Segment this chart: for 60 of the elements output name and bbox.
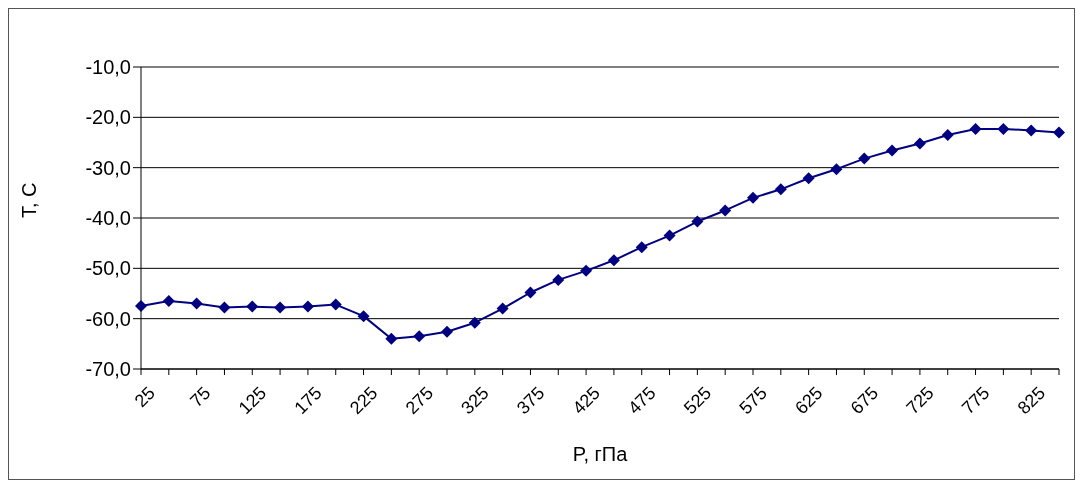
point bbox=[663, 229, 676, 242]
x-tick-label: 575 bbox=[735, 382, 771, 419]
point bbox=[218, 301, 231, 314]
point bbox=[774, 183, 787, 196]
point bbox=[1025, 124, 1038, 137]
x-tick-label: 775 bbox=[958, 382, 994, 419]
x-tick-label: 25 bbox=[130, 382, 159, 412]
x-tick-label: 125 bbox=[234, 382, 271, 419]
point bbox=[1053, 126, 1065, 139]
point bbox=[552, 273, 565, 286]
point bbox=[607, 254, 620, 267]
point bbox=[246, 300, 259, 313]
y-tick-label: -70,0 bbox=[85, 358, 131, 381]
point bbox=[941, 128, 954, 141]
point bbox=[301, 300, 314, 313]
point bbox=[858, 152, 871, 165]
x-tick-label: 325 bbox=[457, 382, 493, 419]
point bbox=[719, 204, 732, 217]
point bbox=[385, 332, 398, 345]
point bbox=[886, 144, 899, 157]
y-tick-label: -10,0 bbox=[85, 56, 131, 79]
y-tick-label: -30,0 bbox=[85, 156, 131, 179]
y-tick-label: -40,0 bbox=[85, 207, 131, 230]
point bbox=[802, 172, 815, 185]
x-tick-label: 475 bbox=[624, 382, 660, 419]
point bbox=[162, 295, 175, 308]
point bbox=[190, 297, 203, 310]
point bbox=[357, 310, 370, 323]
x-tick-label: 275 bbox=[401, 382, 438, 419]
point bbox=[524, 286, 537, 299]
y-tick-label: -50,0 bbox=[85, 257, 131, 280]
y-tick-label: -20,0 bbox=[85, 106, 131, 129]
point bbox=[135, 300, 147, 313]
point bbox=[329, 298, 342, 311]
point bbox=[496, 302, 509, 315]
point bbox=[691, 215, 704, 228]
point bbox=[580, 264, 593, 277]
y-tick-label: -60,0 bbox=[85, 307, 131, 330]
x-tick-label: 375 bbox=[512, 382, 549, 419]
x-tick-label: 825 bbox=[1013, 382, 1050, 419]
x-tick-label: 225 bbox=[346, 382, 382, 419]
point bbox=[274, 301, 287, 314]
point bbox=[830, 163, 843, 176]
point bbox=[997, 122, 1010, 135]
point bbox=[441, 325, 453, 338]
x-tick-label: 725 bbox=[902, 382, 938, 419]
x-tick-label: 175 bbox=[290, 382, 326, 419]
x-tick-label: 525 bbox=[679, 382, 716, 419]
x-tick-label: 75 bbox=[186, 382, 215, 412]
point bbox=[413, 330, 426, 343]
point bbox=[468, 316, 481, 329]
x-tick-label: 625 bbox=[791, 382, 827, 419]
y-axis-title: T, C bbox=[18, 182, 41, 218]
x-tick-label: 675 bbox=[846, 382, 883, 419]
point bbox=[635, 241, 648, 254]
point bbox=[969, 122, 982, 135]
x-axis-title: P, гПа bbox=[572, 443, 629, 465]
point bbox=[913, 137, 926, 150]
point bbox=[747, 191, 759, 204]
x-tick-label: 425 bbox=[568, 382, 604, 419]
